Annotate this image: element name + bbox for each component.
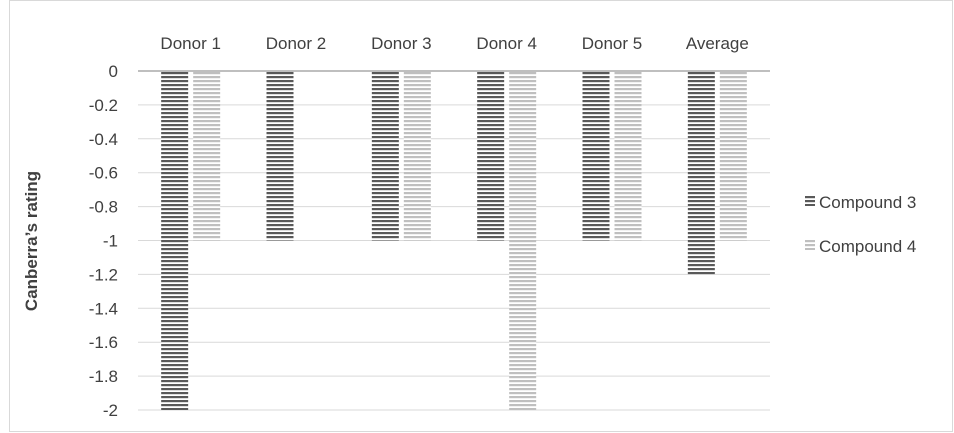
labels: 0 -0.2 -0.4 -0.6 -0.8 -1 -1.2 -1.4 -1.6 -1.8 -2 Don… — [89, 34, 749, 420]
bar-compound-3 — [477, 71, 505, 241]
bar-compound-3 — [687, 71, 715, 275]
y-tick-label: -1 — [103, 232, 118, 251]
y-tick-label: -1.4 — [89, 299, 118, 318]
bar-compound-4 — [509, 71, 537, 410]
bar-compound-4 — [614, 71, 642, 241]
y-tick-label: -0.8 — [89, 198, 118, 217]
y-tick-label: -1.6 — [89, 333, 118, 352]
bars — [161, 71, 747, 410]
bar-compound-3 — [266, 71, 294, 241]
bar-compound-3 — [582, 71, 610, 241]
y-tick-label: -0.4 — [89, 130, 118, 149]
category-label: Donor 5 — [582, 34, 642, 53]
y-tick-label: -1.2 — [89, 265, 118, 284]
category-label: Donor 1 — [160, 34, 220, 53]
legend: Compound 3 Compound 4 — [805, 193, 916, 256]
bar-compound-4 — [403, 71, 431, 241]
gridlines — [138, 104, 770, 411]
legend-label-compound-3: Compound 3 — [819, 193, 916, 212]
category-label: Donor 2 — [266, 34, 326, 53]
bar-compound-3 — [371, 71, 399, 241]
y-tick-label: -1.8 — [89, 367, 118, 386]
y-tick-label: -0.2 — [89, 96, 118, 115]
bar-compound-4 — [193, 71, 221, 241]
category-label: Average — [686, 34, 749, 53]
y-tick-label: 0 — [109, 62, 118, 81]
legend-swatch-compound-4 — [805, 240, 815, 250]
y-tick-label: -0.6 — [89, 164, 118, 183]
legend-label-compound-4: Compound 4 — [819, 237, 916, 256]
y-tick-label: -2 — [103, 401, 118, 420]
category-label: Donor 4 — [476, 34, 536, 53]
bar-compound-4 — [719, 71, 747, 241]
y-axis-title: Canberra’s rating — [22, 171, 41, 311]
bar-compound-3 — [161, 71, 189, 410]
legend-swatch-compound-3 — [805, 196, 815, 206]
category-label: Donor 3 — [371, 34, 431, 53]
